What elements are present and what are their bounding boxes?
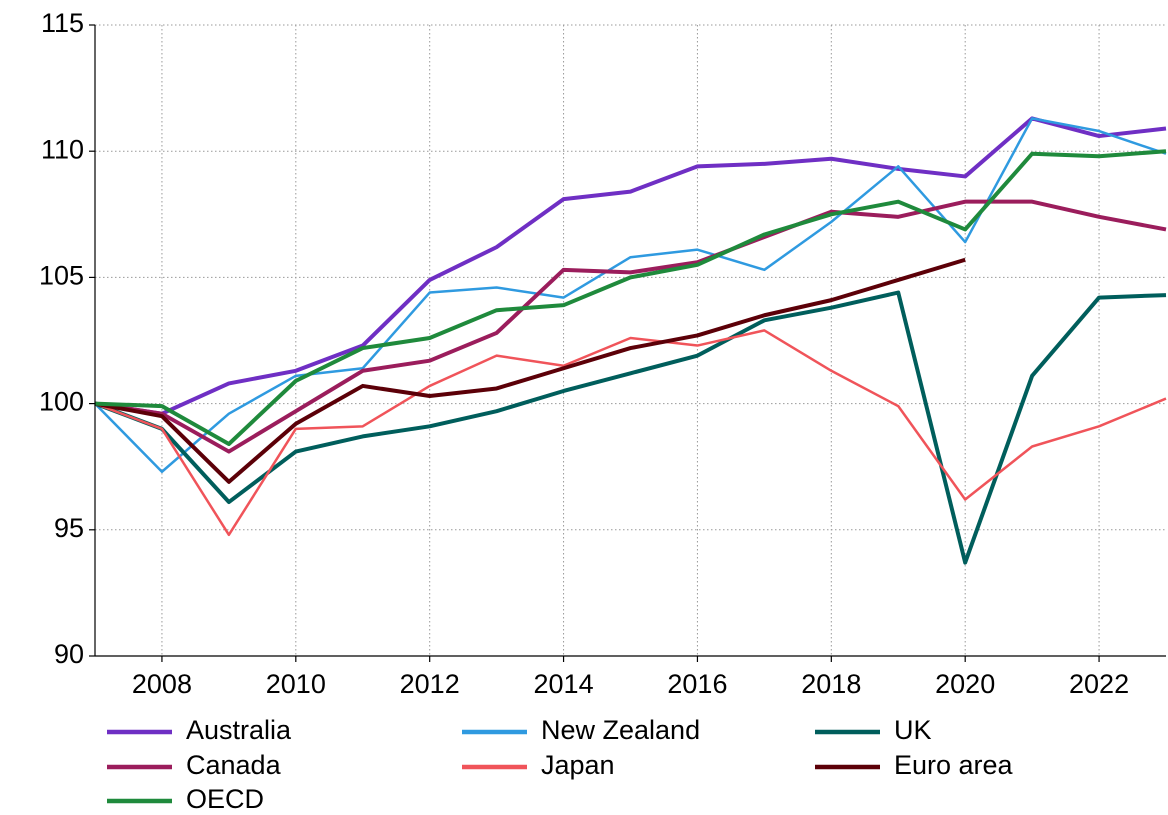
y-tick-label: 105 bbox=[39, 261, 84, 291]
y-tick-label: 90 bbox=[54, 639, 84, 669]
x-tick-label: 2014 bbox=[534, 669, 594, 699]
series-line bbox=[94, 290, 1167, 565]
x-tick-label: 2008 bbox=[132, 669, 192, 699]
x-tick-label: 2020 bbox=[935, 669, 995, 699]
x-tick-label: 2012 bbox=[400, 669, 460, 699]
series-line bbox=[94, 199, 1167, 454]
labels: 90 95 100 105 110 115 2008 2010 2012 2014 2016 2018… bbox=[39, 8, 1129, 699]
series-line bbox=[94, 257, 966, 484]
y-tick-label: 100 bbox=[39, 387, 84, 417]
lines bbox=[94, 116, 1167, 565]
legend: Australia New Zealand UK Canada Japan Euro ar… bbox=[107, 715, 1014, 814]
y-tick-label: 110 bbox=[41, 134, 84, 164]
x-tick-label: 2018 bbox=[801, 669, 861, 699]
series-line bbox=[94, 329, 1167, 537]
series-line bbox=[94, 149, 1167, 446]
legend-label: Japan bbox=[541, 750, 615, 780]
series-line bbox=[94, 116, 1167, 416]
legend-label: Euro area bbox=[894, 750, 1014, 780]
legend-label: New Zealand bbox=[541, 715, 700, 745]
legend-label: Australia bbox=[186, 715, 292, 745]
x-tick-label: 2010 bbox=[266, 669, 326, 699]
y-tick-label: 115 bbox=[41, 8, 84, 38]
x-tick-label: 2022 bbox=[1069, 669, 1129, 699]
y-tick-label: 95 bbox=[54, 513, 84, 543]
legend-label: Canada bbox=[186, 750, 282, 780]
legend-label: OECD bbox=[186, 784, 264, 814]
x-tick-label: 2016 bbox=[667, 669, 727, 699]
legend-label: UK bbox=[894, 715, 932, 745]
grid bbox=[95, 24, 1166, 657]
